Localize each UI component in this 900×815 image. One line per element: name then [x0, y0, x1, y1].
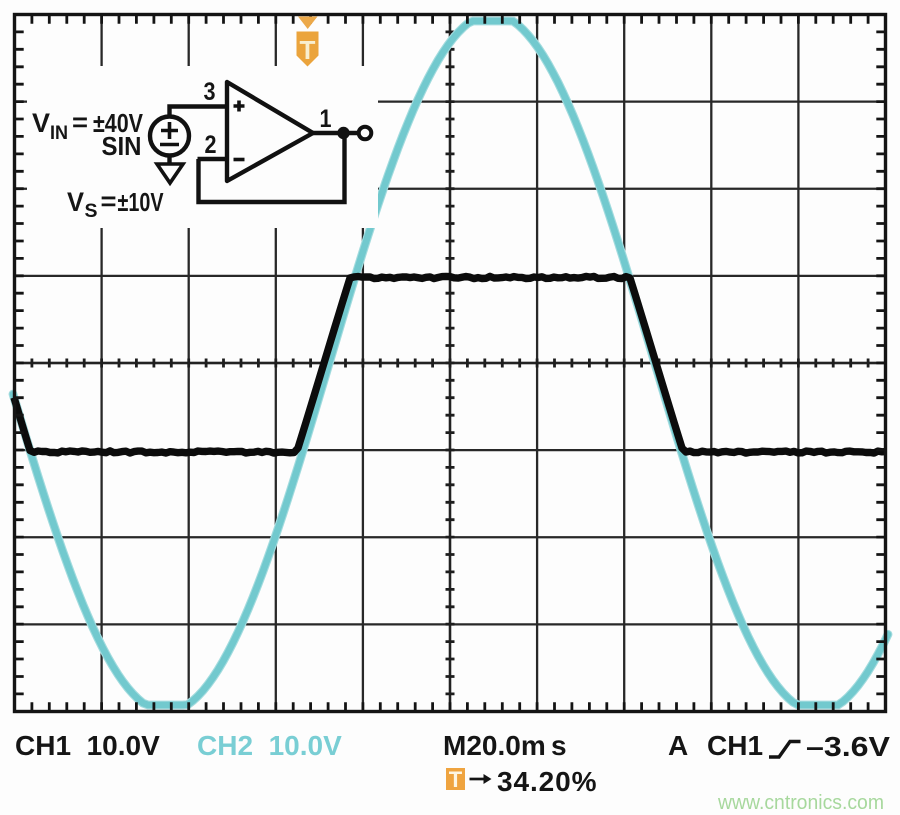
svg-text:s: s — [551, 730, 567, 761]
svg-text:=: = — [72, 107, 88, 137]
svg-text:www.cntronics.com: www.cntronics.com — [717, 792, 884, 814]
svg-text:M20.0m: M20.0m — [443, 730, 546, 761]
svg-text:34.20%: 34.20% — [497, 766, 597, 797]
svg-text:S: S — [85, 201, 98, 222]
svg-text:IN: IN — [50, 123, 68, 144]
svg-text:CH1: CH1 — [707, 730, 763, 761]
svg-text:V: V — [67, 187, 84, 217]
svg-text:±10V: ±10V — [118, 187, 165, 217]
svg-text:–3.6V: –3.6V — [806, 731, 890, 762]
svg-text:T: T — [449, 767, 463, 792]
svg-text:SIN: SIN — [102, 131, 142, 161]
svg-text:CH2 10.0V: CH2 10.0V — [197, 730, 342, 761]
svg-text:3: 3 — [204, 78, 216, 106]
svg-text:A: A — [668, 730, 688, 761]
svg-text:CH1 10.0V: CH1 10.0V — [15, 730, 160, 761]
svg-text:V: V — [32, 108, 50, 138]
svg-text:T: T — [300, 35, 316, 65]
svg-text:1: 1 — [320, 105, 332, 133]
svg-text:=: = — [101, 186, 117, 216]
svg-text:±40V: ±40V — [93, 108, 144, 138]
svg-text:2: 2 — [205, 131, 217, 159]
